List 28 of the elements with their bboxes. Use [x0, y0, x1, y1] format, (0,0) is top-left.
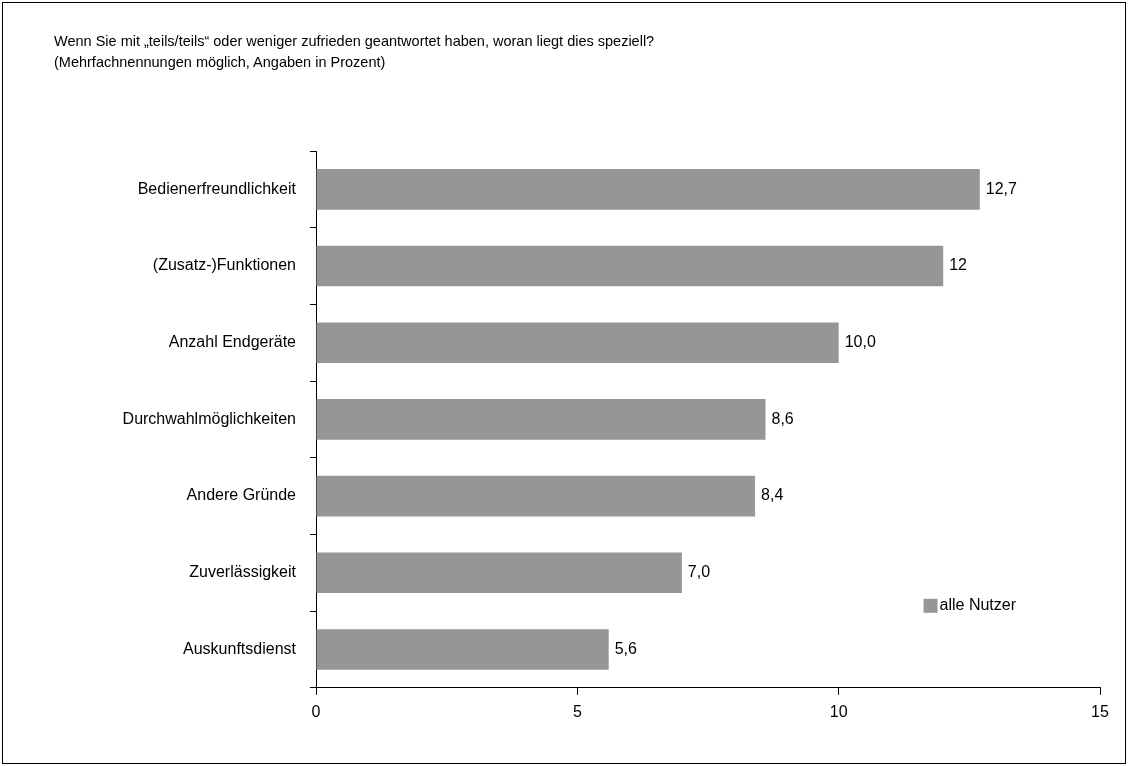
bar — [316, 322, 839, 364]
legend-label: alle Nutzer — [939, 596, 1017, 614]
y-tick-label: Anzahl Endgeräte — [168, 333, 297, 351]
x-tick-label: 5 — [572, 702, 582, 720]
chart-subtitle: (Mehrfachnennungen möglich, Angaben in Prozent) — [54, 53, 387, 72]
y-tick-label: Durchwahlmöglichkeiten — [122, 409, 296, 427]
chart-title: Wenn Sie mit „teils/teils“ oder weniger zufrieden geantwortet haben, woran liegt dies speziell? — [54, 32, 655, 51]
bar — [316, 169, 980, 210]
y-tick-label: Auskunftsdienst — [183, 639, 297, 657]
data-label: 5,6 — [614, 639, 638, 657]
bar — [316, 245, 944, 287]
data-label: 7,0 — [687, 563, 711, 581]
x-tick-label: 10 — [829, 702, 848, 720]
y-tick-label: (Zusatz-)Funktionen — [152, 256, 296, 274]
data-label: 10,0 — [844, 333, 876, 351]
data-label: 8,4 — [761, 486, 784, 504]
bar — [316, 475, 756, 517]
y-tick-label: Bedienerfreundlichkeit — [137, 179, 297, 197]
data-label: 12 — [949, 256, 968, 274]
data-label: 12,7 — [985, 179, 1018, 197]
x-tick-label: 0 — [311, 702, 321, 720]
bar — [316, 552, 682, 594]
y-tick-label: Zuverlässigkeit — [189, 563, 297, 581]
bar — [316, 629, 609, 670]
bar — [316, 399, 766, 440]
y-tick-label: Andere Gründe — [186, 486, 297, 504]
x-tick-label: 15 — [1091, 702, 1109, 720]
data-label: 8,6 — [771, 409, 794, 427]
